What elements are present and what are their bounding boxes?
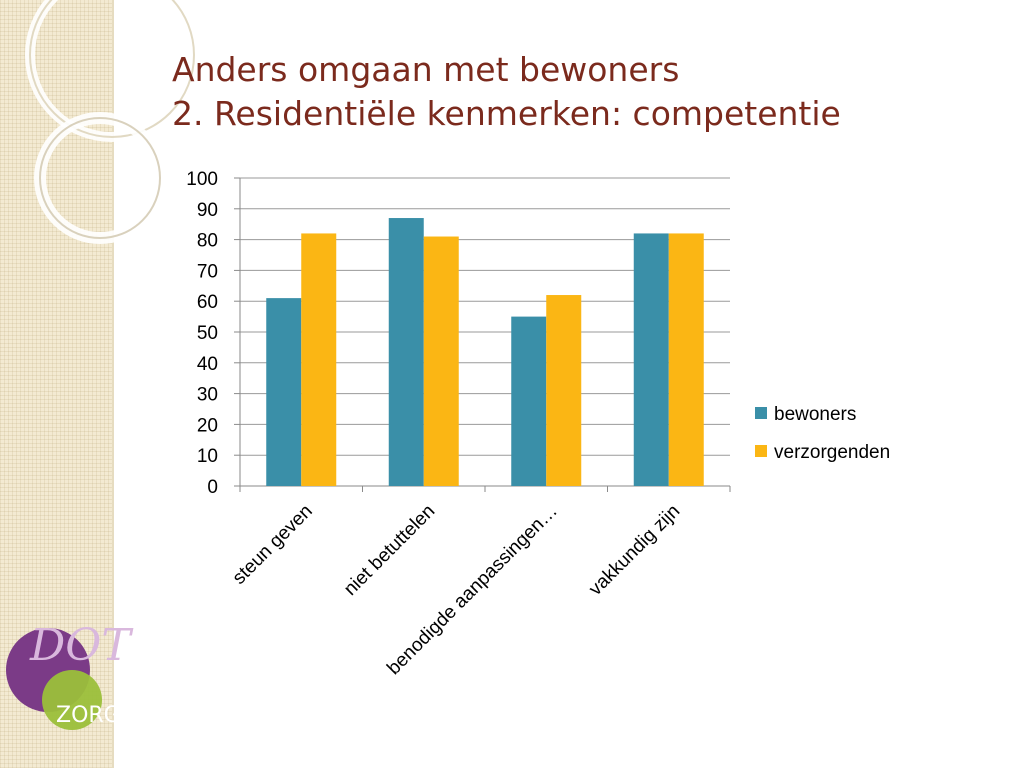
y-tick-label: 70 xyxy=(197,261,218,282)
y-tick-label: 50 xyxy=(197,323,218,344)
y-tick-label: 100 xyxy=(186,169,218,190)
decorative-rings xyxy=(25,0,199,244)
y-tick-label: 20 xyxy=(197,415,218,436)
x-category-label: vakkundig zijn xyxy=(585,501,684,600)
y-tick-label: 30 xyxy=(197,385,218,406)
side-panel-edge xyxy=(112,0,114,768)
legend-swatch-bewoners xyxy=(755,407,767,419)
legend-label-verzorgenden: verzorgenden xyxy=(774,442,890,463)
y-tick-label: 90 xyxy=(197,200,218,221)
title-line-1: Anders omgaan met bewoners xyxy=(172,50,680,89)
slide-title: Anders omgaan met bewoners 2. Residentië… xyxy=(172,48,992,136)
y-tick-label: 10 xyxy=(197,446,218,467)
bar-bewoners-1 xyxy=(266,298,302,486)
logo-text-zorg: ZORG xyxy=(56,703,121,728)
bar-verzorgenden-2 xyxy=(423,236,459,486)
y-tick-label: 60 xyxy=(197,292,218,313)
bar-verzorgenden-1 xyxy=(301,233,337,486)
legend-swatch-verzorgenden xyxy=(755,445,767,457)
bar-bewoners-2 xyxy=(388,218,424,487)
logo-green-circle xyxy=(42,670,102,730)
y-tick-label: 0 xyxy=(207,477,218,498)
y-tick-label: 80 xyxy=(197,231,218,252)
dot-zorg-logo: DOT ZORG xyxy=(6,620,134,730)
x-category-label: niet betuttelen xyxy=(340,501,439,600)
logo-text-dot: DOT xyxy=(29,620,134,671)
bar-verzorgenden-3 xyxy=(546,295,582,486)
title-line-2: 2. Residentiële kenmerken: competentie xyxy=(172,94,841,133)
bar-bewoners-4 xyxy=(633,233,669,486)
y-tick-label: 40 xyxy=(197,354,218,375)
bar-verzorgenden-4 xyxy=(668,233,704,486)
ring-middle-outline xyxy=(39,117,161,239)
x-category-label: steun geven xyxy=(229,501,317,589)
ring-top-outline xyxy=(29,0,195,138)
bar-bewoners-3 xyxy=(511,316,547,486)
legend-label-bewoners: bewoners xyxy=(774,404,856,425)
